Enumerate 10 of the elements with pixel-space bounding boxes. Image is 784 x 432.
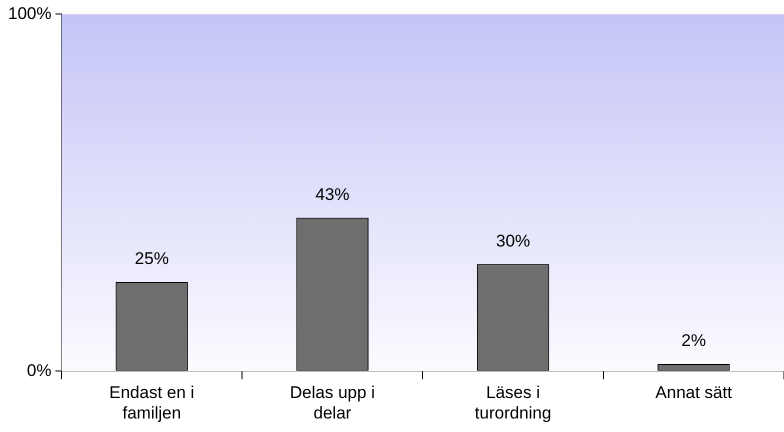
data-label: 25% bbox=[134, 249, 169, 268]
x-tick-label: Läses i turordning bbox=[474, 383, 552, 422]
data-label: 30% bbox=[496, 231, 530, 250]
y-tick-label: 0% bbox=[26, 360, 52, 380]
data-label: 2% bbox=[681, 331, 706, 350]
x-tick-label: Endast en i familjen bbox=[109, 383, 194, 422]
x-tick-label: Annat sätt bbox=[655, 383, 732, 402]
y-tick-label: 100% bbox=[8, 4, 52, 23]
data-label: 43% bbox=[315, 184, 350, 204]
x-tick-label: Delas upp i delar bbox=[290, 383, 375, 422]
